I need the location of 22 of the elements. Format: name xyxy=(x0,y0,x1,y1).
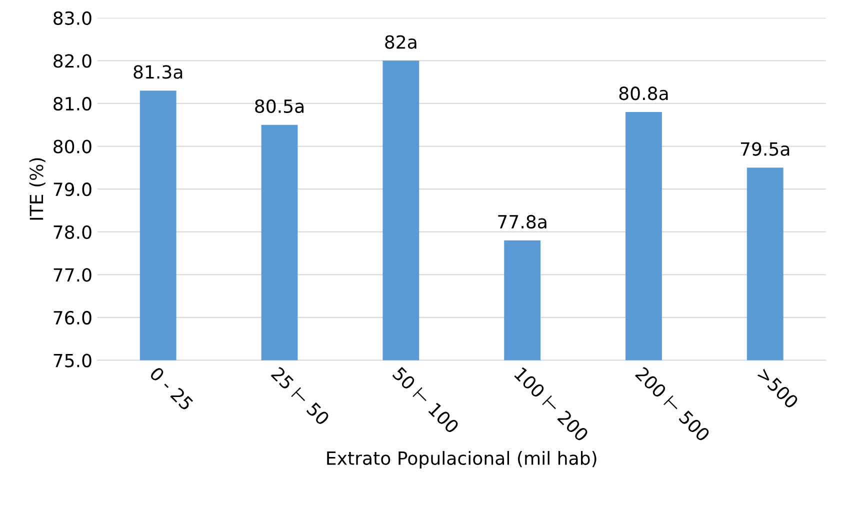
y-tick-label: 83.0 xyxy=(54,11,92,25)
y-tick-label: 75.0 xyxy=(54,354,92,368)
y-axis-title: ITE (%) xyxy=(29,158,46,220)
data-label: 80.8a xyxy=(619,86,668,100)
data-label: 80.5a xyxy=(255,99,304,114)
data-label: 79.5a xyxy=(740,142,790,156)
x-tick-label: 50 ⊢ 100 xyxy=(392,366,460,434)
y-tick-label: 82.0 xyxy=(54,54,92,68)
y-tick-label: 76.0 xyxy=(54,310,92,325)
x-tick-label: 100 ⊢ 200 xyxy=(514,366,590,442)
y-tick-label: 81.0 xyxy=(54,96,92,111)
x-axis-title: Extrato Populacional (mil hab) xyxy=(327,451,596,468)
data-label: 82a xyxy=(385,35,416,49)
x-tick-label: 0 - 25 xyxy=(149,366,194,411)
y-tick-label: 78.0 xyxy=(54,225,92,239)
data-label: 81.3a xyxy=(134,65,182,79)
y-tick-label: 80.0 xyxy=(54,140,92,154)
y-tick-label: 77.0 xyxy=(54,268,92,282)
y-tick-label: 79.0 xyxy=(54,182,92,196)
x-tick-label: 25 ⊢ 50 xyxy=(270,366,330,426)
x-tick-label: 200 ⊢ 500 xyxy=(634,366,711,442)
data-label: 77.8a xyxy=(498,214,546,229)
